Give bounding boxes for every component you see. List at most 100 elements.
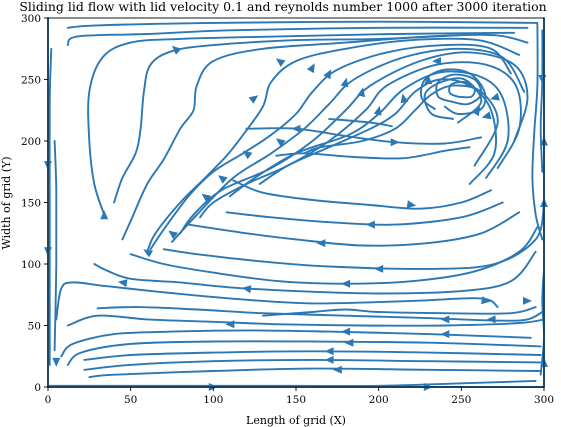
x-tick-label: 100 [203, 394, 223, 406]
streamline [539, 269, 545, 376]
flow-arrow [344, 338, 354, 347]
streamline [539, 29, 544, 173]
streamline [420, 68, 487, 115]
streamline [258, 78, 497, 185]
flow-arrow [218, 175, 228, 184]
streamline [66, 20, 539, 29]
flow-arrow [424, 75, 433, 84]
x-tick-label: 200 [369, 394, 389, 406]
streamline [113, 34, 463, 204]
flow-arrow [357, 87, 366, 98]
flow-arrow [523, 296, 532, 305]
y-tick-label: 100 [21, 259, 41, 271]
flow-arrow [100, 210, 109, 220]
flow-arrow [143, 249, 154, 258]
flow-arrow [340, 77, 349, 88]
streamline [423, 77, 483, 124]
flow-arrow [316, 239, 326, 248]
chart-title: Sliding lid flow with lid velocity 0.1 a… [19, 0, 546, 14]
streamline [228, 70, 510, 198]
flow-arrow [400, 93, 409, 104]
flow-arrow [373, 105, 382, 116]
streamline [96, 306, 545, 322]
streamline [60, 329, 532, 358]
flow-arrow [490, 92, 500, 101]
streamline [47, 379, 537, 387]
streamline [87, 31, 516, 216]
flow-arrow [440, 330, 450, 339]
streamline [149, 43, 512, 251]
x-axis-label: Length of grid (X) [246, 414, 346, 427]
streamline [55, 281, 499, 321]
flow-arrow [117, 279, 128, 288]
streamline [146, 37, 521, 253]
streamline [261, 306, 537, 317]
y-tick-label: 50 [28, 321, 41, 333]
streamline [448, 80, 476, 99]
streamline [232, 179, 493, 210]
flow-arrow [341, 279, 351, 288]
flow-arrow [275, 58, 286, 67]
streamline [179, 51, 529, 235]
flow-arrow [432, 57, 441, 66]
streamline [88, 367, 542, 379]
flow-arrow [323, 69, 332, 80]
y-tick-label: 0 [34, 382, 41, 394]
flow-arrow [324, 355, 334, 364]
streamline [121, 33, 529, 241]
flow-arrow [390, 138, 400, 147]
y-tick-label: 300 [21, 13, 41, 25]
y-tick-label: 200 [21, 136, 41, 148]
streamline [225, 201, 504, 226]
flow-arrow [538, 75, 547, 84]
x-tick-label: 150 [286, 394, 306, 406]
streamline [328, 117, 393, 128]
streamline [83, 358, 542, 371]
y-tick-label: 150 [21, 198, 41, 210]
y-axis-label: Width of grid (Y) [0, 156, 13, 249]
flow-arrow [486, 315, 496, 324]
y-tick-label: 250 [21, 75, 41, 87]
streamline [435, 73, 483, 106]
flow-arrow [324, 347, 334, 356]
flow-arrow [248, 95, 259, 104]
streamline [187, 211, 521, 247]
flow-arrow [481, 111, 492, 120]
streamline [275, 146, 471, 160]
streamlines-group [47, 17, 545, 388]
streamline [171, 47, 526, 243]
flow-arrow [374, 264, 384, 273]
x-tick-label: 300 [534, 394, 554, 406]
arrows-group [44, 45, 548, 391]
flow-arrow [242, 150, 253, 160]
flow-arrow [365, 220, 375, 229]
streamline [531, 23, 544, 241]
flow-arrow [171, 45, 182, 55]
streamline [83, 350, 542, 361]
flow-arrow [440, 315, 450, 324]
flow-arrow [481, 296, 491, 305]
y-axis: 0 50 100 150 200 250 300 [21, 13, 48, 394]
flow-arrow [225, 320, 235, 329]
streamline [66, 314, 545, 327]
flow-arrow [201, 193, 212, 203]
flow-arrow [341, 327, 351, 336]
flow-arrow [241, 285, 252, 294]
streamline [162, 204, 545, 270]
streamline [53, 140, 58, 352]
flow-arrow [168, 230, 178, 240]
flow-arrow [406, 200, 417, 209]
streamline [245, 127, 483, 145]
x-axis: 0 50 100 150 200 250 300 [45, 387, 554, 406]
streamline [66, 26, 529, 47]
x-tick-label: 0 [45, 394, 52, 406]
flow-arrow [332, 365, 342, 374]
streamline [66, 340, 542, 366]
x-tick-label: 250 [451, 394, 471, 406]
x-tick-label: 50 [124, 394, 137, 406]
flow-arrow [275, 138, 286, 147]
flow-arrow [52, 357, 61, 367]
flow-arrow [472, 106, 481, 117]
flow-arrow [291, 124, 301, 133]
